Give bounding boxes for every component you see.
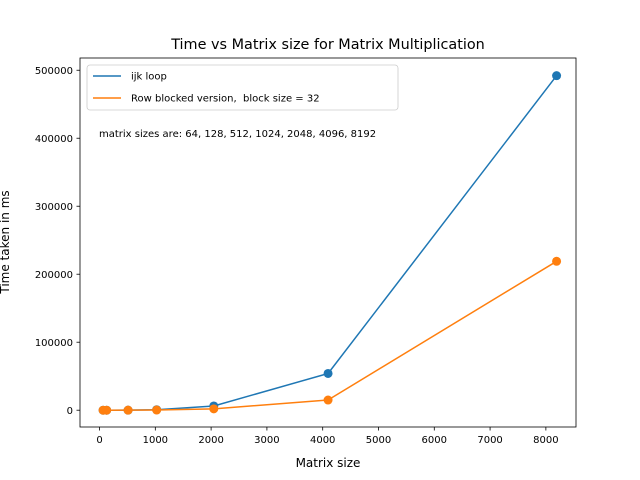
series-2-point-6 [323, 395, 333, 405]
y-tick-label-4: 300000 [35, 202, 73, 213]
x-tick-label-2: 1000 [143, 435, 168, 446]
legend: ijk loop Row blocked version, block size … [86, 64, 399, 111]
x-tick-label-4: 3000 [254, 435, 279, 446]
x-tick-label-1: 0 [96, 435, 102, 446]
x-axis-label: Matrix size [296, 456, 361, 470]
chart-title: Time vs Matrix size for Matrix Multiplic… [170, 37, 485, 53]
series-2-point-4 [152, 405, 162, 415]
x-tick-label-7: 6000 [422, 435, 447, 446]
x-tick-label-8: 7000 [477, 435, 502, 446]
x-tick-label-6: 5000 [366, 435, 391, 446]
series-2-point-3 [123, 405, 133, 415]
series-2-point-5 [209, 404, 219, 414]
legend-label-2: Row blocked version, block size = 32 [131, 94, 320, 105]
series-1-point-6 [323, 368, 333, 378]
series-2-point-7 [552, 256, 562, 266]
y-tick-label-5: 400000 [35, 134, 73, 145]
x-tick-label-3: 2000 [198, 435, 223, 446]
y-tick-label-6: 500000 [35, 66, 73, 77]
y-tick-label-3: 200000 [35, 270, 73, 281]
y-tick-label-1: 0 [67, 406, 73, 417]
matrix-sizes-annotation: matrix sizes are: 64, 128, 512, 1024, 20… [99, 129, 376, 140]
series-2-point-2 [102, 405, 112, 415]
legend-label-1: ijk loop [131, 72, 167, 83]
y-axis-label: Time taken in ms [0, 190, 12, 294]
plot-area: 0 1000 2000 3000 4000 5000 6000 7000 8000 0 100000… [35, 57, 577, 446]
axes-frame [79, 57, 577, 428]
y-tick-label-2: 100000 [35, 338, 73, 349]
x-tick-label-5: 4000 [310, 435, 335, 446]
legend-box [86, 64, 399, 111]
x-tick-label-9: 8000 [533, 435, 558, 446]
series-1-point-7 [552, 71, 562, 81]
